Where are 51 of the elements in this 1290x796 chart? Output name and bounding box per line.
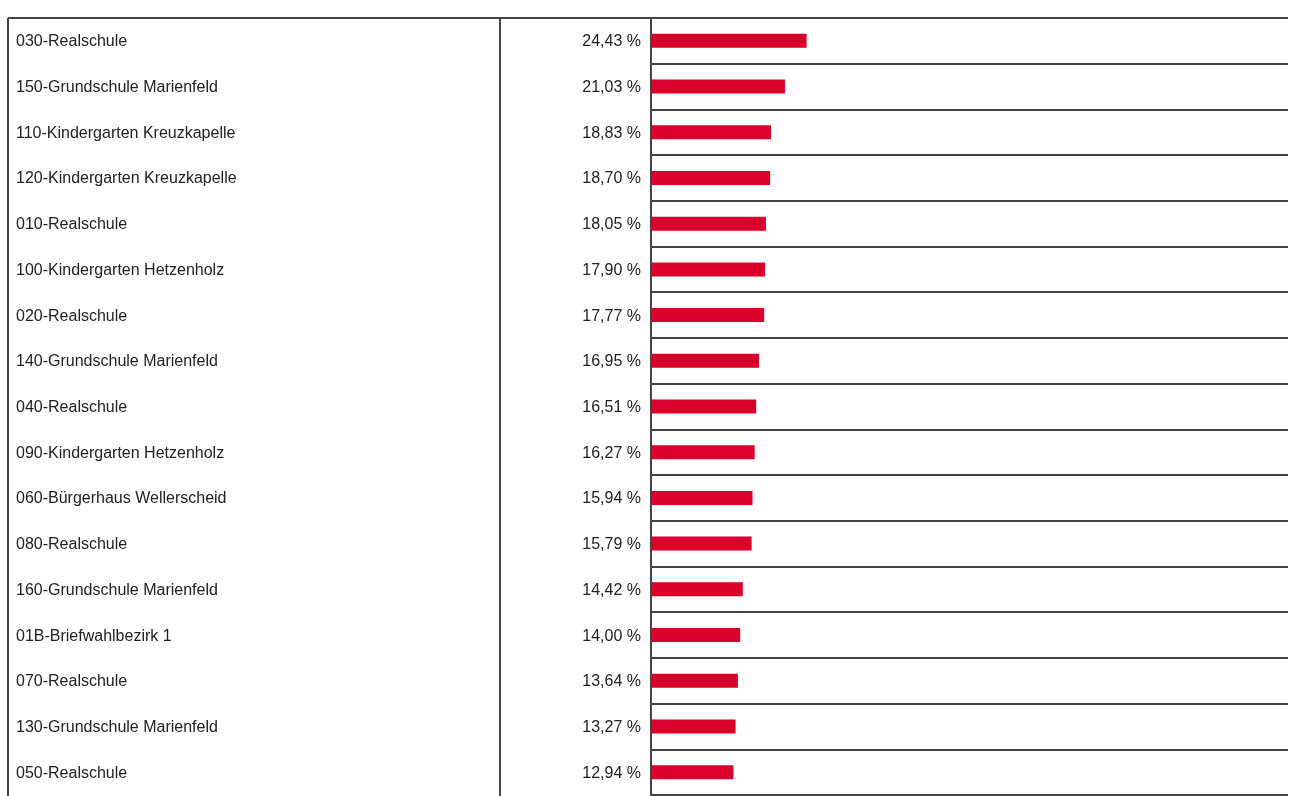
bar <box>651 125 771 140</box>
y-tick-label: 160-Grundschule Marienfeld <box>16 580 218 598</box>
data-label: 17,77 % <box>582 306 641 324</box>
y-tick-label: 030-Realschule <box>16 32 128 50</box>
bar <box>651 628 741 643</box>
y-tick-label: 01B-Briefwahlbezirk 1 <box>16 626 172 644</box>
y-tick-label: 140-Grundschule Marienfeld <box>16 352 218 370</box>
data-label: 18,05 % <box>582 215 641 233</box>
bar <box>651 33 807 48</box>
bar <box>651 719 736 734</box>
y-tick-label: 090-Kindergarten Hetzenholz <box>16 443 225 461</box>
y-tick-label: 110-Kindergarten Kreuzkapelle <box>16 123 236 141</box>
bar <box>651 582 743 597</box>
data-label: 18,83 % <box>582 123 641 141</box>
y-tick-label: 130-Grundschule Marienfeld <box>16 717 218 735</box>
data-label: 14,00 % <box>582 626 641 644</box>
y-tick-label: 050-Realschule <box>16 763 128 781</box>
data-label: 16,51 % <box>582 398 641 415</box>
y-tick-label: 080-Realschule <box>16 535 128 553</box>
data-label: 18,70 % <box>582 169 641 187</box>
y-tick-label: 040-Realschule <box>16 398 128 415</box>
bar <box>651 353 759 368</box>
bar <box>651 399 757 414</box>
data-label: 21,03 % <box>582 78 641 96</box>
bar <box>651 308 765 323</box>
data-label: 15,94 % <box>582 489 641 507</box>
y-tick-label: 120-Kindergarten Kreuzkapelle <box>16 169 237 187</box>
bar <box>651 216 766 231</box>
bar <box>651 490 753 505</box>
bar <box>651 262 766 277</box>
data-label: 14,42 % <box>582 580 641 598</box>
data-label: 13,27 % <box>582 717 641 735</box>
data-label: 13,64 % <box>582 672 641 690</box>
data-label: 15,79 % <box>582 535 641 553</box>
y-tick-label: 010-Realschule <box>16 215 128 233</box>
y-tick-label: 100-Kindergarten Hetzenholz <box>16 260 225 278</box>
y-tick-label: 070-Realschule <box>16 672 128 690</box>
bar <box>651 536 752 551</box>
data-label: 16,95 % <box>582 352 641 370</box>
data-label: 24,43 % <box>582 32 641 50</box>
data-label: 17,90 % <box>582 260 641 278</box>
data-label: 16,27 % <box>582 443 641 461</box>
y-tick-label: 020-Realschule <box>16 306 128 324</box>
data-label: 12,94 % <box>582 763 641 781</box>
bar <box>651 765 734 780</box>
bar <box>651 445 755 460</box>
y-tick-label: 150-Grundschule Marienfeld <box>16 78 218 96</box>
y-tick-label: 060-Bürgerhaus Wellerscheid <box>16 489 227 507</box>
bar <box>651 170 771 185</box>
bar <box>651 673 738 688</box>
bar <box>651 79 785 94</box>
